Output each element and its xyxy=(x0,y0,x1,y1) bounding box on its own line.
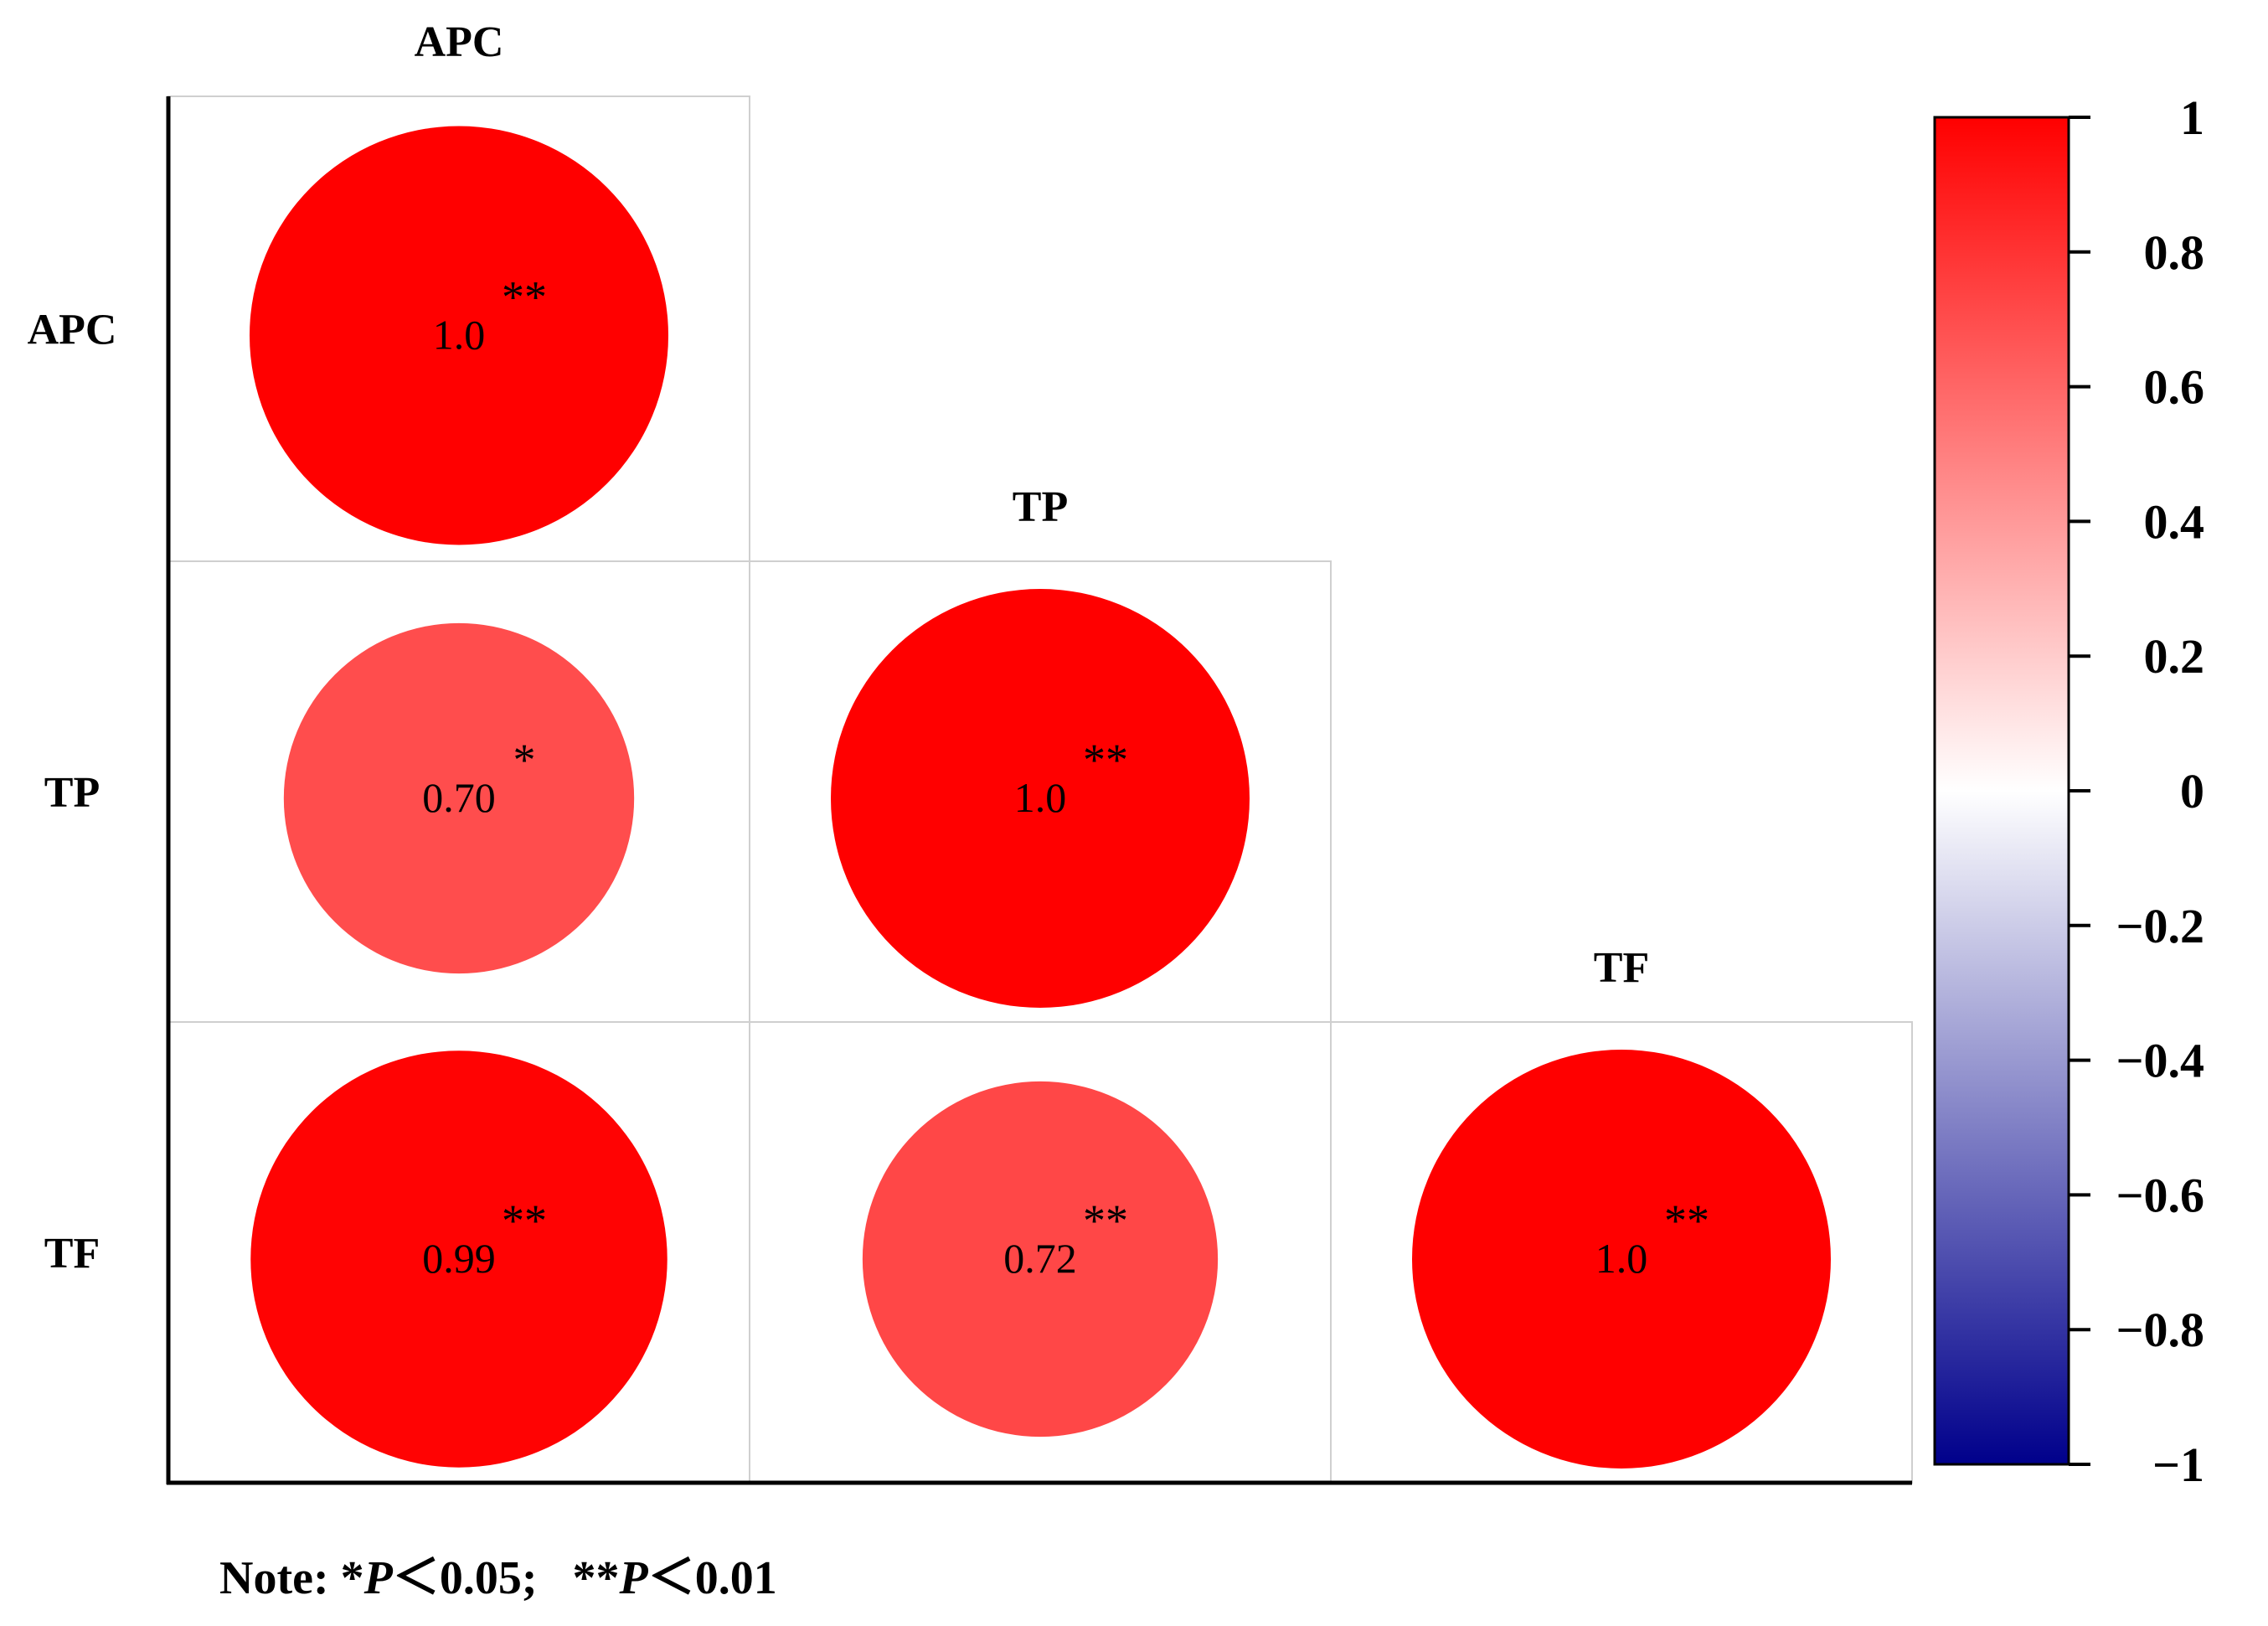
row-label-tp: TP xyxy=(44,769,100,817)
sig-label-tf-tp: ** xyxy=(1083,1195,1128,1246)
colorbar-gradient xyxy=(1933,116,2070,1466)
value-label-tf-tp: 0.72 xyxy=(1003,1235,1077,1282)
colorbar-tick-label: 0 xyxy=(2180,764,2204,818)
value-label-tp-apc: 0.70 xyxy=(422,774,496,821)
sig-label-tp-tp: ** xyxy=(1083,735,1128,785)
value-label-apc-apc: 1.0 xyxy=(433,312,486,359)
value-label-tf-tf: 1.0 xyxy=(1595,1235,1648,1282)
sig-label-tf-tf: ** xyxy=(1664,1195,1709,1246)
colorbar-tick-label: 0.8 xyxy=(2144,225,2205,280)
col-label-apc: APC xyxy=(415,18,504,66)
labels-layer: APC APC TP TP TF TF xyxy=(28,18,1650,1278)
colorbar-tick-label: −0.6 xyxy=(2116,1168,2204,1222)
value-label-tf-apc: 0.99 xyxy=(422,1235,496,1282)
colorbar-tick-label: −0.2 xyxy=(2116,899,2204,953)
colorbar-tick-label: 0.6 xyxy=(2144,360,2205,415)
row-label-apc: APC xyxy=(28,307,117,354)
colorbar-tick-label: 1 xyxy=(2180,90,2204,145)
circle-tf-tf xyxy=(1412,1050,1831,1469)
circle-tp-tp xyxy=(831,589,1250,1008)
colorbar: 1 0.8 0.6 0.4 0.2 0 −0.2 −0.4 −0.6 −0.8 −1 xyxy=(1933,90,2205,1492)
circle-tp-apc xyxy=(283,622,635,974)
colorbar-tick-label: 0.4 xyxy=(2144,494,2205,549)
colorbar-tick-label: −0.4 xyxy=(2116,1034,2204,1088)
circle-tf-tp xyxy=(862,1081,1219,1438)
colorbar-tick-label: 0.2 xyxy=(2144,629,2205,684)
circle-apc-apc xyxy=(250,126,668,545)
colorbar-tick-label: −1 xyxy=(2152,1438,2204,1492)
circle-tf-apc xyxy=(250,1050,668,1468)
row-label-tf: TF xyxy=(44,1230,100,1278)
cells-layer: 1.0**0.70*1.0**0.99**0.72**1.0** xyxy=(168,95,1913,1484)
colorbar-tick-label: −0.8 xyxy=(2116,1303,2204,1357)
axis-layer xyxy=(166,96,1912,1485)
significance-note: Note: *P＜0.05; **P＜0.01 xyxy=(219,1552,777,1604)
col-label-tf: TF xyxy=(1594,944,1649,992)
sig-label-apc-apc: ** xyxy=(502,272,547,323)
sig-label-tf-apc: ** xyxy=(502,1195,547,1246)
sig-label-tp-apc: * xyxy=(513,735,536,785)
col-label-tp: TP xyxy=(1013,483,1068,531)
value-label-tp-tp: 1.0 xyxy=(1014,774,1067,821)
